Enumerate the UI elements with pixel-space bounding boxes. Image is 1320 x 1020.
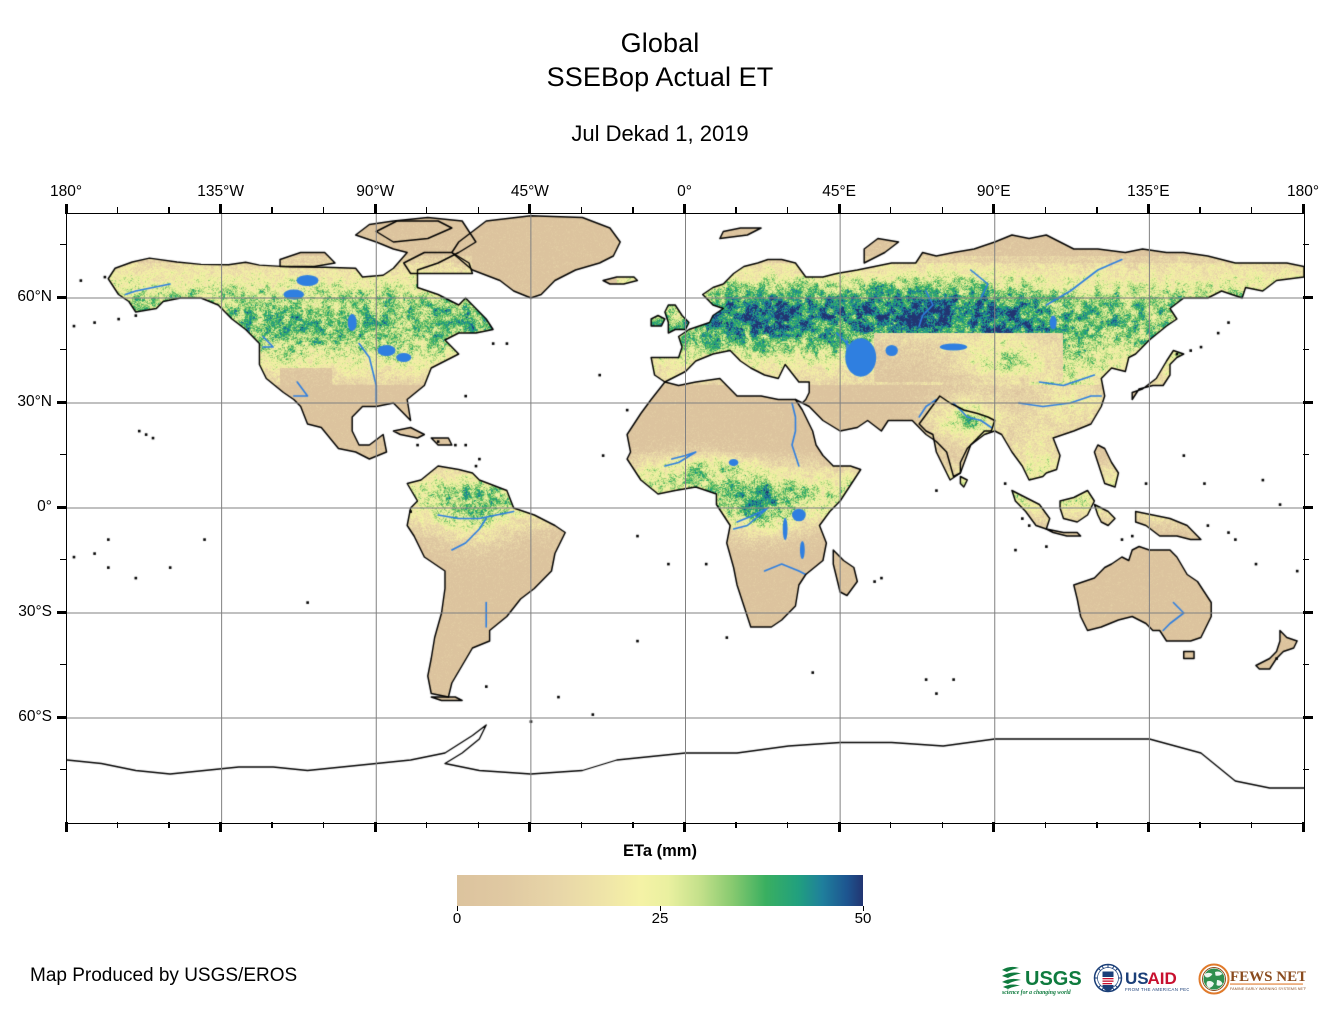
usaid-wordmark-aid: AID [1148,969,1177,988]
fewsnet-tagline: FAMINE EARLY WARNING SYSTEMS NETWORK [1230,987,1306,991]
colorbar-tick-label: 0 [452,910,462,927]
y-axis-label: 0° [37,498,52,515]
map-subtitle: Jul Dekad 1, 2019 [571,121,749,146]
colorbar-tick-label: 25 [651,910,669,927]
usgs-tagline: science for a changing world [1001,990,1071,996]
usaid-wordmark-us: US [1125,969,1149,988]
x-axis-label: 0° [677,183,692,200]
colorbar-tick-label: 50 [854,910,872,927]
fewsnet-rule [1230,983,1303,985]
usaid-tagline: FROM THE AMERICAN PEOPLE [1125,987,1189,992]
usaid-logo[interactable]: US AID FROM THE AMERICAN PEOPLE [1093,959,1189,999]
colorbar[interactable] [457,875,863,906]
x-axis-label: 45°E [822,183,857,200]
x-axis-label: 90°W [356,183,395,200]
agency-logo-strip: USGS science for a changing world [1000,955,1306,1003]
x-axis-label: 90°E [976,183,1011,200]
y-axis-label: 60°S [18,708,52,725]
y-axis-label: 60°N [17,288,52,305]
x-axis-label: 45°W [510,183,549,200]
x-axis-label: 135°E [1127,183,1170,200]
colorbar-tick [862,906,864,911]
colorbar-tick [659,906,661,911]
colorbar-title: ETa (mm) [623,842,697,860]
x-axis-label: 135°W [197,183,244,200]
fewsnet-wordmark: FEWS NET [1230,969,1306,985]
map-credit: Map Produced by USGS/EROS [30,965,298,986]
map-frame[interactable] [66,213,1305,824]
y-axis-label: 30°N [17,393,52,410]
page-title: Global SSEBop Actual ET [0,26,1320,94]
x-axis-label: 180° [49,183,83,200]
fewsnet-logo[interactable]: FEWS NET FAMINE EARLY WARNING SYSTEMS NE… [1198,959,1306,999]
eta-raster-map[interactable] [67,214,1304,823]
title-line-2: SSEBop Actual ET [546,62,774,92]
fewsnet-globe-icon [1198,963,1230,995]
colorbar-tick [456,906,458,911]
usgs-wordmark: USGS [1025,968,1082,990]
x-axis-label: 180° [1286,183,1320,200]
title-line-1: Global [620,28,700,58]
colorbar-gradient [457,875,863,906]
usgs-logo[interactable]: USGS science for a changing world [1000,959,1084,999]
usaid-seal-icon [1093,963,1123,993]
y-axis-label: 30°S [18,603,52,620]
